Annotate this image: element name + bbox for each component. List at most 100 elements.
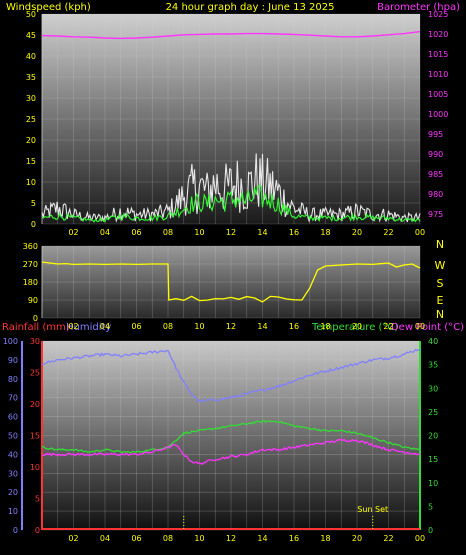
humidity-y-tick-label: 30 <box>8 469 18 478</box>
compass-label: N <box>436 308 444 321</box>
rain-y-tick-label: 20 <box>30 400 40 409</box>
wind-plot-area <box>42 14 420 224</box>
x-tick-label: 00 <box>415 534 425 543</box>
x-tick-label: 02 <box>68 228 78 237</box>
x-tick-label: 20 <box>352 534 362 543</box>
wind-y-tick-label: 40 <box>26 52 36 61</box>
x-tick-label: 12 <box>226 322 236 331</box>
temperature-axis-title: Temperature (°C) <box>311 322 398 333</box>
windspeed-axis-title: Windspeed (kph) <box>6 2 91 13</box>
x-tick-label: 04 <box>100 322 110 331</box>
x-tick-label: 10 <box>194 534 204 543</box>
direction-y-tick-label: 360 <box>23 242 38 251</box>
x-tick-label: 14 <box>257 534 267 543</box>
rain-y-tick-label: 25 <box>30 369 40 378</box>
rain-y-tick-label: 30 <box>30 337 40 346</box>
humidity-y-tick-label: 100 <box>3 337 18 346</box>
sunset-label: Sun Set <box>357 505 388 514</box>
x-tick-label: 22 <box>383 534 393 543</box>
humidity-y-tick-label: 50 <box>8 432 18 441</box>
humidity-line <box>41 348 421 403</box>
barometer-y-tick-label: 995 <box>428 130 443 139</box>
x-tick-label: 16 <box>289 322 299 331</box>
x-tick-label: 02 <box>68 534 78 543</box>
temp-y-tick-label: 10 <box>428 479 438 488</box>
wind-y-tick-label: 5 <box>31 199 36 208</box>
wind-y-tick-label: 45 <box>26 31 36 40</box>
barometer-y-tick-label: 1020 <box>428 30 448 39</box>
compass-label: N <box>436 238 444 251</box>
x-tick-label: 18 <box>320 322 330 331</box>
direction-y-tick-label: 0 <box>33 314 38 323</box>
temp-y-tick-label: 30 <box>428 384 438 393</box>
windspeed-line <box>41 153 421 223</box>
dewpoint-line <box>41 438 421 465</box>
temperature-line <box>41 419 421 454</box>
x-tick-label: 16 <box>289 228 299 237</box>
compass-label: E <box>437 294 444 307</box>
temp-y-tick-label: 25 <box>428 408 438 417</box>
temp-y-tick-label: 0 <box>428 526 433 535</box>
wind-y-tick-label: 25 <box>26 115 36 124</box>
compass-label: W <box>435 259 446 272</box>
x-tick-label: 18 <box>320 228 330 237</box>
x-tick-label: 04 <box>100 534 110 543</box>
barometer-y-tick-label: 1015 <box>428 50 448 59</box>
rain-y-tick-label: 0 <box>35 526 40 535</box>
x-tick-label: 00 <box>415 228 425 237</box>
x-tick-label: 02 <box>68 322 78 331</box>
wind-y-tick-label: 15 <box>26 157 36 166</box>
x-tick-label: 20 <box>352 322 362 331</box>
x-tick-label: 16 <box>289 534 299 543</box>
x-tick-label: 12 <box>226 228 236 237</box>
x-tick-label: 14 <box>257 322 267 331</box>
temp-y-tick-label: 20 <box>428 432 438 441</box>
humidity-y-tick-label: 70 <box>8 394 18 403</box>
rainfall-axis-title: Rainfall (mm) <box>2 322 70 333</box>
direction-plot-area <box>42 246 420 318</box>
humidity-y-tick-label: 40 <box>8 450 18 459</box>
chart-title: 24 hour graph day : June 13 2025 <box>166 2 335 13</box>
direction-y-tick-label: 180 <box>23 278 38 287</box>
rain-y-tick-label: 10 <box>30 463 40 472</box>
temp-y-tick-label: 15 <box>428 455 438 464</box>
dewpoint-axis-title: Dew Point (°C) <box>391 322 464 333</box>
wind-y-tick-label: 30 <box>26 94 36 103</box>
direction-y-tick-label: 270 <box>23 260 38 269</box>
x-tick-label: 06 <box>131 322 141 331</box>
x-tick-label: 12 <box>226 534 236 543</box>
x-tick-label: 06 <box>131 534 141 543</box>
wind-y-tick-label: 50 <box>26 10 36 19</box>
temp-y-tick-label: 35 <box>428 361 438 370</box>
humidity-y-tick-label: 0 <box>13 526 18 535</box>
barometer-y-tick-label: 1005 <box>428 90 448 99</box>
direction-y-tick-label: 90 <box>28 296 38 305</box>
temp-y-tick-label: 5 <box>428 502 433 511</box>
humidity-y-tick-label: 20 <box>8 488 18 497</box>
compass-label: S <box>437 277 444 290</box>
x-tick-label: 18 <box>320 534 330 543</box>
x-tick-label: 14 <box>257 228 267 237</box>
barometer-y-tick-label: 1025 <box>428 10 448 19</box>
x-tick-label: 22 <box>383 322 393 331</box>
barometer-line <box>41 30 421 40</box>
x-tick-label: 20 <box>352 228 362 237</box>
humidity-y-tick-label: 10 <box>8 507 18 516</box>
x-tick-label: 08 <box>163 534 173 543</box>
barometer-axis-title: Barometer (hpa) <box>377 2 460 13</box>
barometer-y-tick-label: 980 <box>428 190 443 199</box>
x-tick-label: 00 <box>415 322 425 331</box>
barometer-y-tick-label: 1000 <box>428 110 448 119</box>
x-tick-label: 08 <box>163 228 173 237</box>
x-tick-label: 06 <box>131 228 141 237</box>
barometer-y-tick-label: 985 <box>428 170 443 179</box>
wind-direction-line <box>41 261 421 303</box>
temp-y-tick-label: 40 <box>428 337 438 346</box>
humidity-y-tick-label: 60 <box>8 413 18 422</box>
humidity-axis-title: Humidity <box>66 322 111 333</box>
wind-y-tick-label: 0 <box>31 220 36 229</box>
x-tick-label: 10 <box>194 322 204 331</box>
barometer-y-tick-label: 1010 <box>428 70 448 79</box>
